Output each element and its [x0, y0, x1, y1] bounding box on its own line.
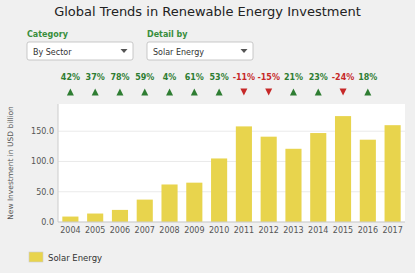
change-label: 53% — [210, 73, 229, 82]
change-label: -11% — [233, 73, 255, 82]
change-label: 23% — [309, 73, 328, 82]
bar — [236, 126, 252, 222]
x-tick-label: 2014 — [308, 226, 328, 235]
change-arrow — [240, 89, 247, 96]
bar — [87, 214, 103, 222]
legend: Solar Energy — [29, 252, 102, 263]
grid-line — [58, 131, 405, 132]
y-axis — [58, 104, 59, 222]
y-tick-label: 50.0 — [36, 188, 54, 197]
bar — [211, 158, 227, 222]
change-label: 59% — [135, 73, 154, 82]
x-tick-label: 2011 — [234, 226, 254, 235]
x-tick-label: 2015 — [333, 226, 353, 235]
bar — [360, 140, 376, 222]
x-tick-label: 2008 — [159, 226, 179, 235]
change-arrow — [265, 89, 272, 96]
bar — [186, 183, 202, 222]
change-arrow — [116, 89, 123, 96]
dropdown-value: By Sector — [33, 48, 72, 57]
change-arrow — [315, 89, 322, 96]
title: Global Trends in Renewable Energy Invest… — [54, 4, 361, 19]
x-tick-label: 2017 — [382, 226, 402, 235]
y-axis-label: New Investment in USD billion — [6, 106, 15, 220]
x-tick-label: 2005 — [85, 226, 105, 235]
change-arrow — [191, 89, 198, 96]
bar — [261, 137, 277, 222]
dropdown-arrow — [241, 49, 248, 53]
change-arrow — [166, 89, 173, 96]
bar — [137, 200, 153, 222]
grid-line — [58, 161, 405, 162]
change-label: 78% — [110, 73, 129, 82]
change-arrow — [364, 89, 371, 96]
change-label: 18% — [358, 73, 377, 82]
bar — [335, 116, 351, 222]
change-label: 42% — [61, 73, 80, 82]
x-tick-label: 2007 — [135, 226, 155, 235]
y-tick-label: 100.0 — [31, 157, 54, 166]
change-label: 37% — [86, 73, 105, 82]
bar — [161, 184, 177, 222]
x-tick-label: 2013 — [283, 226, 303, 235]
dropdown — [27, 42, 133, 60]
change-label: 61% — [185, 73, 204, 82]
change-label: -24% — [332, 73, 354, 82]
bar — [62, 217, 78, 222]
bar — [112, 210, 128, 222]
control-label: Category — [27, 30, 69, 39]
change-arrow — [67, 89, 74, 96]
bar — [285, 149, 301, 222]
x-tick-label: 2006 — [110, 226, 130, 235]
chart: Global Trends in Renewable Energy Invest… — [0, 0, 415, 273]
legend-label: Solar Energy — [48, 253, 102, 263]
change-label: -15% — [257, 73, 279, 82]
change-arrow — [141, 89, 148, 96]
change-label: 4% — [163, 73, 177, 82]
x-tick-label: 2016 — [358, 226, 378, 235]
grid-line — [58, 222, 405, 223]
change-arrow — [92, 89, 99, 96]
change-label: 21% — [284, 73, 303, 82]
plot-area — [58, 104, 405, 222]
change-arrow — [340, 89, 347, 96]
bar — [385, 125, 401, 222]
change-arrow — [290, 89, 297, 96]
y-tick-label: 150.0 — [31, 127, 54, 136]
grid-line — [58, 191, 405, 192]
x-tick-label: 2009 — [184, 226, 204, 235]
change-arrow — [216, 89, 223, 96]
x-tick-label: 2010 — [209, 226, 229, 235]
control-label: Detail by — [147, 30, 188, 39]
dropdown-arrow — [121, 49, 128, 53]
legend-swatch — [29, 252, 43, 262]
x-tick-label: 2004 — [60, 226, 80, 235]
y-tick-label: 0.0 — [41, 218, 54, 227]
x-tick-label: 2012 — [258, 226, 278, 235]
bars — [62, 116, 400, 222]
dropdown — [147, 42, 253, 60]
x-axis — [58, 222, 405, 223]
bar — [310, 133, 326, 222]
dropdown-value: Solar Energy — [153, 48, 204, 57]
